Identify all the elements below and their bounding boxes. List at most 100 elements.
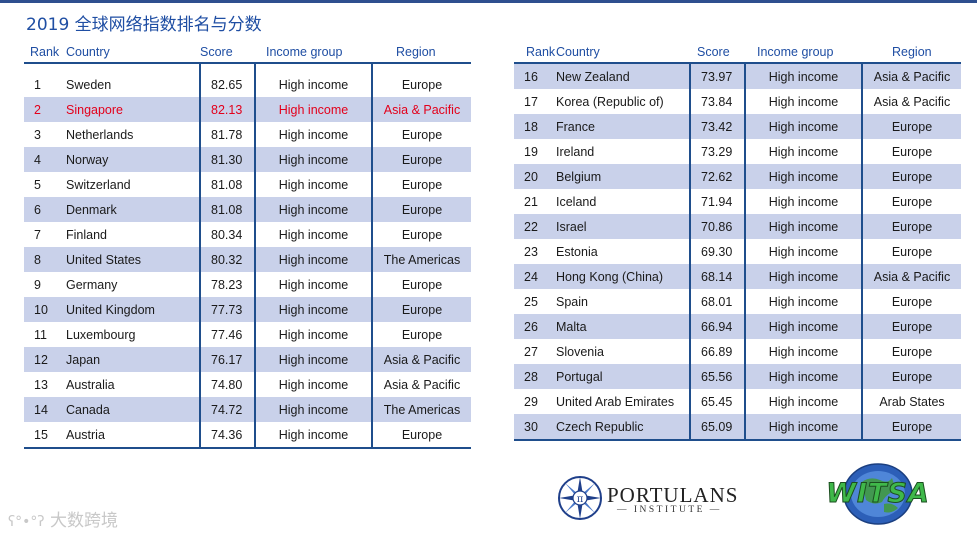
table-row: 28 Portugal 65.56 High income Europe (514, 364, 961, 389)
header-score: Score (690, 42, 745, 64)
income-group-cell: High income (744, 264, 862, 289)
income-group-cell: High income (744, 214, 862, 239)
portulans-wordmark: PORTULANS (607, 483, 739, 507)
header-region: Region (862, 42, 961, 64)
score-cell: 66.94 (689, 314, 745, 339)
region-cell: Europe (371, 147, 471, 172)
rank-cell: 21 (524, 194, 538, 209)
income-group-cell: High income (744, 63, 862, 89)
rank-cell: 26 (514, 314, 556, 339)
country-cell: Japan (66, 347, 200, 372)
country-cell: Canada (66, 397, 200, 422)
income-group-cell: High income (254, 297, 372, 322)
rank-cell: 29 (524, 394, 538, 409)
rank-cell: 30 (514, 414, 556, 441)
score-cell: 73.97 (689, 63, 745, 89)
region-cell: Europe (371, 222, 471, 247)
score-cell: 68.01 (689, 289, 745, 314)
country-cell: Netherlands (66, 127, 134, 142)
country-cell: Luxembourg (66, 327, 136, 342)
income-group-cell: High income (744, 139, 862, 164)
table-row: 12 Japan 76.17 High income Asia & Pacific (24, 347, 471, 372)
country-cell: Korea (Republic of) (556, 94, 664, 109)
ranking-table-right: Rank Country Score Income group Region 1… (514, 42, 961, 441)
rank-cell: 5 (34, 177, 41, 192)
country-cell: Spain (556, 294, 588, 309)
income-group-cell: High income (254, 222, 372, 247)
table-row: 23 Estonia 69.30 High income Europe (514, 239, 961, 264)
rank-cell: 4 (24, 147, 66, 172)
score-cell: 81.78 (199, 122, 255, 147)
region-cell: Europe (861, 339, 961, 364)
country-cell: New Zealand (556, 63, 690, 89)
header-income: Income group (255, 42, 372, 64)
income-group-cell: High income (254, 63, 372, 97)
header-score: Score (200, 42, 255, 64)
income-group-cell: High income (744, 289, 862, 314)
score-cell: 66.89 (689, 339, 745, 364)
table-header: Rank Country Score Income group Region (514, 42, 961, 64)
table-row: 14 Canada 74.72 High income The Americas (24, 397, 471, 422)
region-cell: Asia & Pacific (371, 372, 471, 397)
region-cell: Europe (861, 139, 961, 164)
country-cell: Germany (66, 277, 118, 292)
country-cell: United Kingdom (66, 297, 200, 322)
portulans-logo: π PORTULANS — INSTITUTE — (555, 473, 739, 523)
score-cell: 73.84 (689, 89, 745, 114)
rank-cell: 20 (514, 164, 556, 189)
income-group-cell: High income (744, 364, 862, 389)
table-header: Rank Country Score Income group Region (24, 42, 471, 64)
income-group-cell: High income (744, 389, 862, 414)
score-cell: 81.30 (199, 147, 255, 172)
income-group-cell: High income (254, 397, 372, 422)
region-cell: Europe (861, 239, 961, 264)
rank-cell: 27 (524, 344, 538, 359)
income-group-cell: High income (254, 97, 372, 122)
table-row: 8 United States 80.32 High income The Americ… (24, 247, 471, 272)
income-group-cell: High income (744, 414, 862, 441)
income-group-cell: High income (744, 89, 862, 114)
portulans-sub-text: INSTITUTE (633, 505, 705, 515)
region-cell: Europe (371, 297, 471, 322)
country-cell: United Arab Emirates (556, 394, 675, 409)
table-row: 10 United Kingdom 77.73 High income Europe (24, 297, 471, 322)
ranking-table-left: Rank Country Score Income group Region 1… (24, 42, 471, 449)
country-cell: Finland (66, 227, 107, 242)
score-cell: 77.46 (199, 322, 255, 347)
country-cell: Singapore (66, 97, 200, 122)
income-group-cell: High income (744, 114, 862, 139)
region-cell: Europe (371, 172, 471, 197)
income-group-cell: High income (254, 147, 372, 172)
region-cell: The Americas (371, 397, 471, 422)
rank-cell: 9 (34, 277, 41, 292)
income-group-cell: High income (254, 372, 372, 397)
income-group-cell: High income (254, 247, 372, 272)
score-cell: 77.73 (199, 297, 255, 322)
portulans-subtitle: — INSTITUTE — (617, 505, 722, 515)
score-cell: 71.94 (689, 189, 745, 214)
rank-cell: 7 (34, 227, 41, 242)
score-cell: 73.29 (689, 139, 745, 164)
region-cell: Asia & Pacific (371, 347, 471, 372)
income-group-cell: High income (744, 314, 862, 339)
score-cell: 72.62 (689, 164, 745, 189)
table-row: 7 Finland 80.34 High income Europe (24, 222, 471, 247)
watermark-icon: ʕ°•°ʔ (8, 514, 45, 530)
watermark: ʕ°•°ʔ 大数跨境 (8, 506, 118, 531)
rank-cell: 3 (34, 127, 41, 142)
income-group-cell: High income (254, 322, 372, 347)
country-cell: United States (66, 247, 200, 272)
header-rank: Rank (514, 42, 556, 64)
score-cell: 80.32 (199, 247, 255, 272)
score-cell: 74.72 (199, 397, 255, 422)
country-cell: France (556, 114, 690, 139)
income-group-cell: High income (744, 339, 862, 364)
rank-cell: 19 (524, 144, 538, 159)
region-cell: Europe (371, 197, 471, 222)
witsa-logo: WITSA (822, 462, 934, 526)
svg-text:π: π (577, 494, 584, 505)
score-cell: 65.09 (689, 414, 745, 441)
region-cell: The Americas (371, 247, 471, 272)
country-cell: Portugal (556, 364, 690, 389)
rank-cell: 15 (24, 422, 66, 449)
